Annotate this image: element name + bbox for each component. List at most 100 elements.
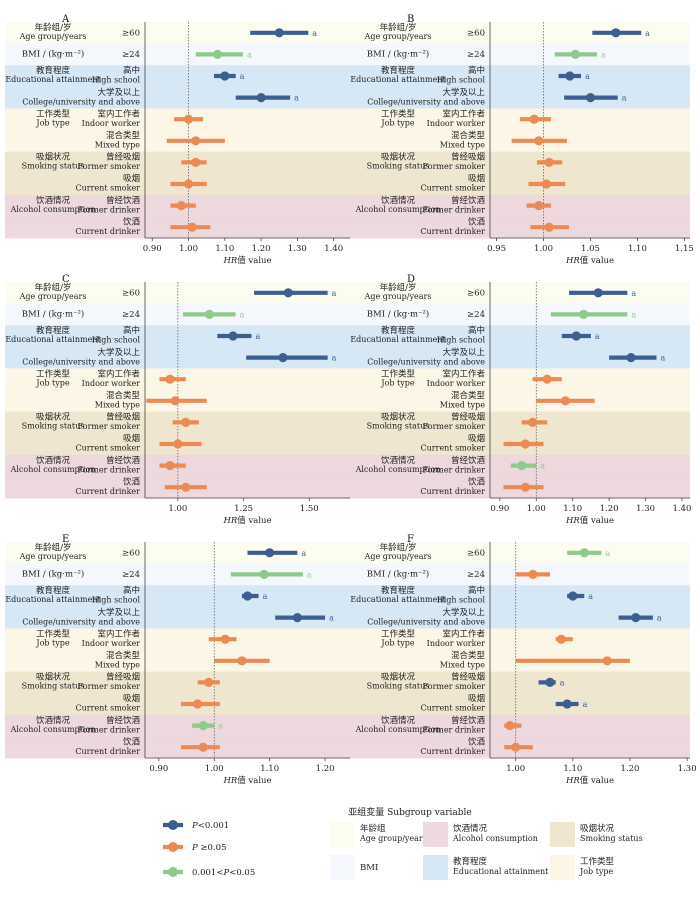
hr-point [165,374,175,384]
level-label-cn: 大学及以上 [442,347,485,358]
significance-mark: a [329,614,334,623]
legend-band-label-cn: 吸烟状况 [580,823,615,834]
level-label-en: College/university and above [22,357,140,366]
group-label-cn: 吸烟状况 [36,152,71,163]
level-label-en: Indoor worker [427,379,486,388]
hr-point [602,656,612,666]
level-label-en: Former drinker [77,465,140,474]
level-label-cn: 混合类型 [451,650,486,661]
legend-p-label: P ≥0.05 [191,843,226,853]
x-tick-label: 1.40 [324,244,343,254]
group-label-en: Smoking status [22,682,85,691]
hr-point [237,656,247,666]
legend-band-label-cn: 年龄组 [360,823,386,834]
significance-mark: a [307,570,312,579]
legend-title: 亚组变量 Subgroup variable [348,806,471,818]
significance-mark: a [301,549,306,558]
x-axis-title: HR值 value [565,515,614,526]
level-label-en: Mixed type [95,661,141,670]
level-label-cn: 饮酒 [468,736,486,747]
group-label-cn: BMI / (kg·m⁻²) [367,49,429,60]
significance-mark: a [255,332,260,341]
level-label-cn: ≥60 [467,29,485,39]
legend-band-label-cn: 饮酒情况 [453,823,488,834]
group-label-en: Job type [35,378,70,387]
level-label-cn: ≥60 [122,549,140,559]
legend-p-label: P<0.001 [191,821,229,831]
group-label-cn: 工作类型 [381,108,416,119]
x-tick-label: 1.25 [234,504,253,514]
group-label-cn: 教育程度 [36,585,71,596]
hr-point [544,157,554,167]
level-label-cn: 曾经饮酒 [106,715,141,726]
x-tick-label: 1.30 [678,764,697,774]
x-tick-label: 0.90 [143,244,162,254]
level-label-en: College/university and above [22,617,140,626]
significance-mark: a [312,29,317,38]
level-label-en: Former smoker [78,162,141,171]
hr-point [529,114,539,124]
level-label-cn: 曾经饮酒 [451,195,486,206]
hr-point [183,114,194,124]
legend-band-label-en: Alcohol consumption [452,834,538,843]
level-label-cn: 室内工作者 [442,368,485,379]
significance-mark: a [631,310,636,319]
hr-point [520,482,530,492]
level-label-cn: 混合类型 [106,130,141,141]
hr-point [170,396,180,406]
legend-band-label-en: Age group/year [359,834,423,843]
x-tick-label: 1.00 [527,504,546,514]
hr-point [259,569,269,580]
hr-point [183,179,194,189]
level-label-en: Indoor worker [82,639,141,648]
level-label-cn: 高中 [468,65,485,76]
band-row [350,606,690,629]
group-label-cn: 教育程度 [36,65,71,76]
level-label-en: College/university and above [367,357,485,366]
level-label-en: Current drinker [420,747,485,756]
group-label-cn: 年龄组/岁 [35,542,72,553]
level-label-en: Current smoker [76,184,141,193]
group-label-en: Educational attainment [5,75,101,84]
significance-mark: a [645,29,650,38]
level-label-cn: 饮酒 [123,216,141,227]
group-label-cn: 吸烟状况 [381,412,416,423]
band-row [5,303,350,326]
level-label-cn: 吸烟 [123,174,140,184]
hr-point [541,179,551,189]
level-label-cn: 饮酒 [468,216,486,227]
group-label-en: Smoking status [22,162,85,171]
x-tick-label: 1.10 [260,764,279,774]
group-label-cn: BMI / (kg·m⁻²) [367,309,429,320]
group-label-cn: 工作类型 [36,368,71,379]
group-label-cn: 年龄组/岁 [35,282,72,293]
hr-point [556,634,567,644]
panel-letter: F [407,534,414,545]
level-label-en: Current smoker [76,704,141,713]
level-label-cn: 高中 [123,325,140,336]
group-label-en: Job type [380,638,415,647]
legend-band-label-cn: 工作类型 [580,856,615,867]
x-tick-label: 1.30 [636,504,655,514]
level-label-en: Current smoker [421,184,486,193]
level-label-cn: 高中 [123,65,140,76]
group-label-en: Age group/years [364,292,432,301]
level-label-cn: 曾经吸烟 [106,152,140,163]
band-row [350,542,690,564]
hr-point [173,439,183,449]
x-tick-label: 0.90 [149,764,168,774]
hr-point [568,591,578,601]
level-label-cn: 混合类型 [451,390,486,401]
level-label-en: Former smoker [423,162,486,171]
hr-point [191,136,201,146]
level-label-en: Current drinker [75,487,140,496]
hr-point [544,222,554,232]
hr-point [204,677,214,688]
level-label-en: High school [437,336,486,345]
hr-point [181,482,191,492]
band-row [5,65,350,88]
level-label-cn: ≥24 [467,570,485,580]
band-row [5,585,350,608]
